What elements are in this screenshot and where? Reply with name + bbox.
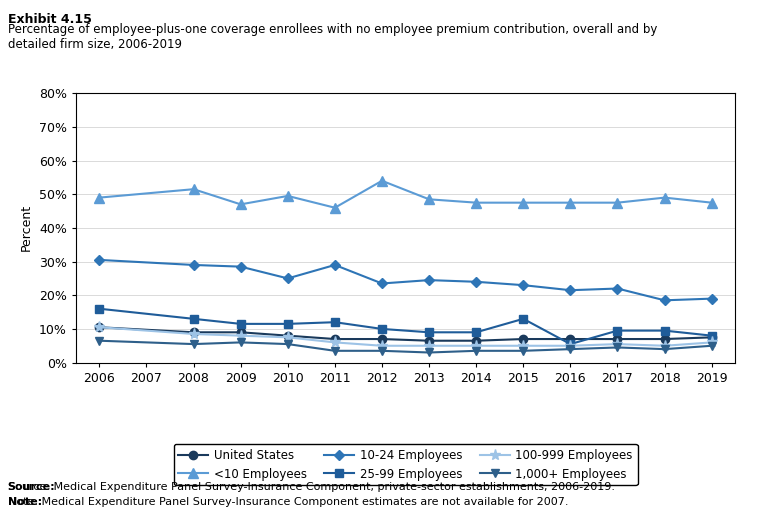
Legend: United States, <10 Employees, 10-24 Employees, 25-99 Employees, 100-999 Employee: United States, <10 Employees, 10-24 Empl… [174,444,637,485]
Text: Note:: Note: [8,497,42,507]
Y-axis label: Percent: Percent [20,205,33,251]
Text: Exhibit 4.15: Exhibit 4.15 [8,13,92,26]
Text: Source: Medical Expenditure Panel Survey-Insurance Component, private-sector est: Source: Medical Expenditure Panel Survey… [8,482,615,492]
Text: Percentage of employee-plus-one coverage enrollees with no employee premium cont: Percentage of employee-plus-one coverage… [8,23,657,51]
Text: Source:: Source: [8,482,55,492]
Text: Note: Medical Expenditure Panel Survey-Insurance Component estimates are not ava: Note: Medical Expenditure Panel Survey-I… [8,497,568,507]
